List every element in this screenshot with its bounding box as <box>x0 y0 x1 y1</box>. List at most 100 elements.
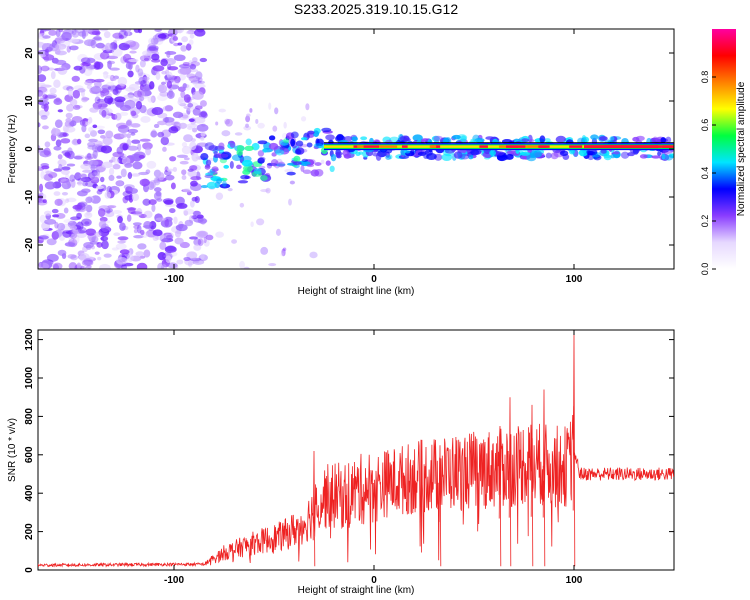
noise-blob <box>167 66 179 71</box>
noise-blob <box>50 70 56 80</box>
signal-blob <box>343 153 352 159</box>
noise-blob <box>104 92 112 99</box>
noise-blob <box>97 208 106 217</box>
noise-blob <box>80 62 89 67</box>
noise-blob <box>100 223 110 233</box>
signal-blob <box>520 151 531 156</box>
noise-blob <box>118 42 130 51</box>
noise-blob <box>243 125 252 131</box>
noise-blob <box>90 176 100 184</box>
noise-blob <box>144 57 150 61</box>
signal-blob <box>410 149 415 155</box>
noise-blob <box>129 50 137 54</box>
noise-blob <box>71 75 80 82</box>
noise-blob <box>117 76 128 86</box>
noise-blob <box>194 259 200 264</box>
noise-blob <box>164 245 177 253</box>
noise-blob <box>190 180 198 187</box>
noise-blob <box>69 45 79 51</box>
y-tick-label: -20 <box>24 237 35 252</box>
noise-blob <box>53 98 63 106</box>
noise-blob <box>189 165 198 171</box>
noise-blob <box>126 214 132 222</box>
noise-blob <box>41 165 50 170</box>
noise-blob <box>116 122 128 129</box>
noise-blob <box>167 60 172 65</box>
signal-blob <box>609 136 615 141</box>
noise-blob <box>85 64 97 70</box>
noise-blob <box>98 100 106 105</box>
noise-blob <box>148 45 159 51</box>
noise-blob <box>57 154 63 160</box>
noise-blob <box>191 215 198 220</box>
noise-blob <box>61 192 69 196</box>
x-tick-label: 100 <box>566 274 583 285</box>
noise-blob <box>66 153 72 159</box>
noise-blob <box>160 136 170 146</box>
noise-blob <box>83 39 96 47</box>
noise-blob <box>123 184 135 190</box>
noise-blob <box>130 132 136 136</box>
noise-blob <box>117 236 129 241</box>
signal-blob <box>423 154 429 159</box>
signal-blob <box>270 158 279 167</box>
noise-blob <box>115 243 127 250</box>
noise-blob <box>73 104 81 110</box>
noise-blob <box>87 159 99 166</box>
noise-blob <box>57 109 64 113</box>
noise-blob <box>38 97 49 102</box>
noise-blob <box>99 29 109 32</box>
noise-blob <box>46 253 59 262</box>
noise-blob <box>114 96 126 103</box>
chart-title: S233.2025.319.10.15.G12 <box>294 1 458 17</box>
signal-blob <box>590 134 599 140</box>
signal-blob <box>268 135 276 141</box>
noise-blob <box>130 123 141 128</box>
noise-blob <box>42 42 48 50</box>
signal-blob <box>217 153 229 158</box>
noise-blob <box>177 29 182 34</box>
noise-blob <box>69 225 78 230</box>
signal-blob <box>283 138 290 144</box>
noise-blob <box>155 72 161 81</box>
noise-blob <box>62 229 72 238</box>
noise-blob <box>82 169 92 173</box>
noise-blob <box>40 114 48 120</box>
noise-blob <box>61 63 71 71</box>
noise-blob <box>193 116 206 124</box>
noise-blob <box>112 88 119 95</box>
noise-blob <box>67 38 80 43</box>
noise-blob <box>54 198 63 207</box>
noise-blob <box>186 107 191 115</box>
noise-blob <box>69 98 78 106</box>
signal-blob <box>358 151 363 155</box>
y-tick-label: 0 <box>24 567 35 573</box>
noise-blob <box>181 141 188 148</box>
noise-blob <box>87 144 98 150</box>
noise-blob <box>56 222 66 231</box>
signal-blob <box>424 149 433 156</box>
noise-blob <box>225 118 233 127</box>
noise-blob <box>187 170 196 177</box>
signal-blob <box>568 148 576 155</box>
noise-blob <box>288 198 292 206</box>
noise-blob <box>133 234 144 239</box>
noise-blob <box>190 200 195 208</box>
noise-blob <box>81 96 89 103</box>
colorbar-tick-label: 0.0 <box>700 263 710 276</box>
noise-blob <box>151 107 164 116</box>
noise-blob <box>74 29 85 34</box>
signal-blob <box>485 136 495 140</box>
snr-series-line <box>38 333 674 568</box>
noise-blob <box>155 217 167 222</box>
noise-blob <box>130 153 143 162</box>
noise-blob <box>250 221 254 228</box>
noise-blob <box>138 213 147 219</box>
noise-blob <box>180 45 188 52</box>
noise-blob <box>73 234 80 244</box>
signal-blob <box>360 136 368 141</box>
signal-blob <box>329 165 335 173</box>
noise-blob <box>133 90 143 98</box>
noise-blob <box>67 88 73 97</box>
noise-blob <box>61 253 67 259</box>
